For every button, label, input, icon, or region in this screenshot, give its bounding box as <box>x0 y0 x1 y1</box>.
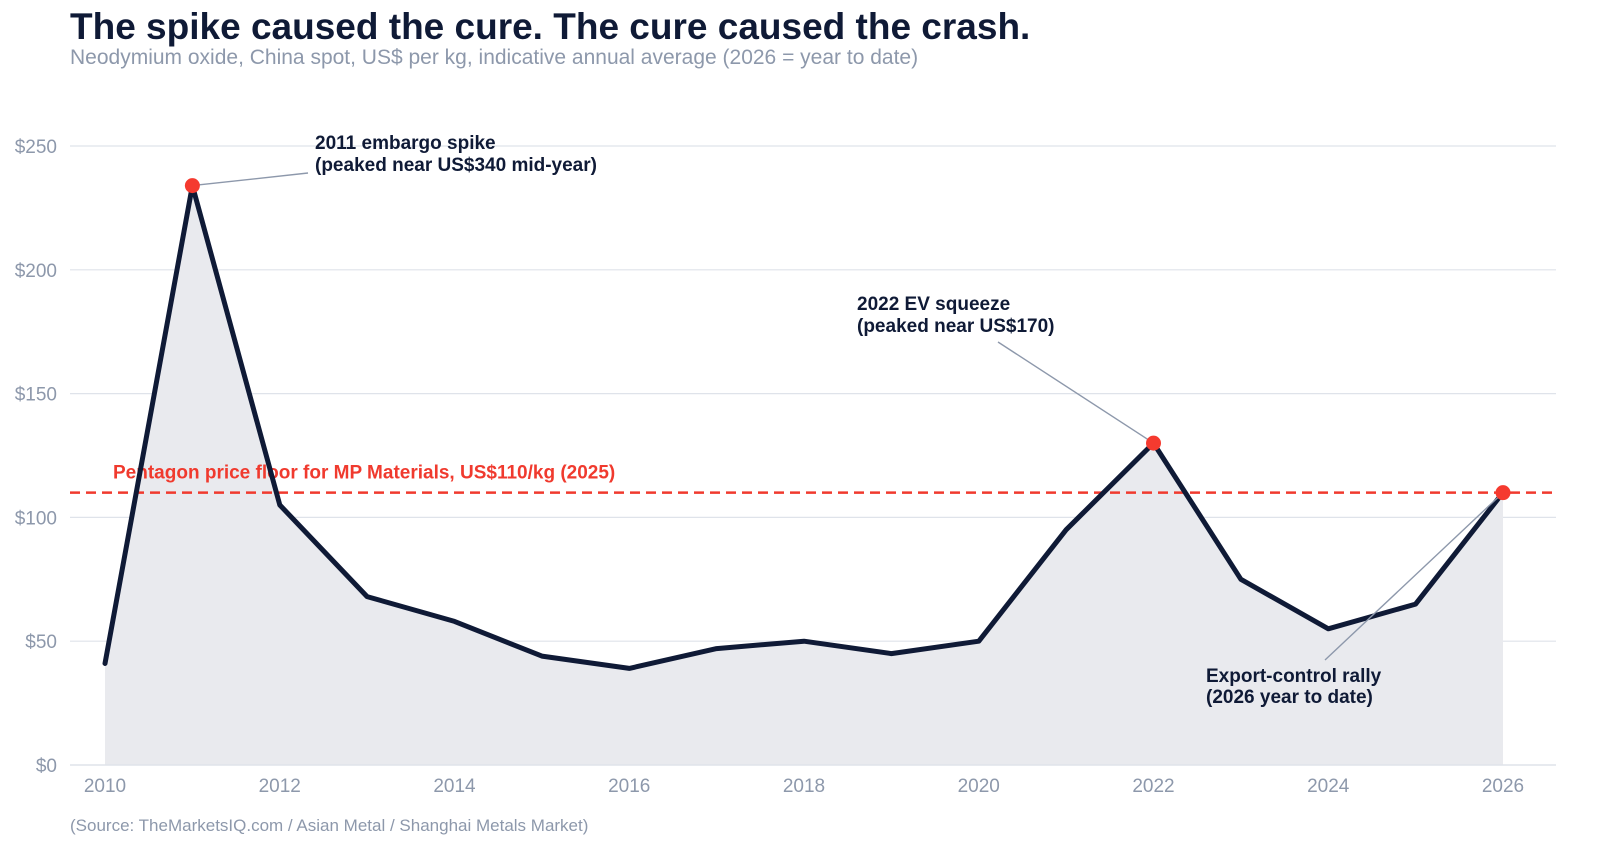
y-tick-label: $0 <box>36 756 57 777</box>
y-tick-label: $200 <box>15 261 57 282</box>
x-tick-label: 2012 <box>259 776 301 797</box>
x-tick-label: 2020 <box>958 776 1000 797</box>
annotation-leader-2026 <box>1324 492 1504 661</box>
x-tick-label: 2018 <box>783 776 825 797</box>
y-tick-label: $150 <box>15 385 57 406</box>
y-tick-label: $250 <box>15 137 57 158</box>
annotation-2022-line2: (peaked near US$170) <box>857 316 1055 337</box>
y-tick-label: $100 <box>15 508 57 529</box>
highlight-marker-2026 <box>1495 485 1511 501</box>
annotation-2026-line1: Export-control rally <box>1206 666 1382 687</box>
x-tick-label: 2010 <box>84 776 126 797</box>
x-tick-label: 2024 <box>1307 776 1350 797</box>
annotation-2011-line1: 2011 embargo spike <box>315 133 496 154</box>
x-tick-label: 2014 <box>433 776 476 797</box>
price-floor-label: Pentagon price floor for MP Materials, U… <box>113 463 615 484</box>
chart-subtitle: Neodymium oxide, China spot, US$ per kg,… <box>70 46 919 69</box>
price-area-fill <box>105 185 1503 766</box>
annotation-leaders <box>192 172 1504 661</box>
highlight-markers <box>184 178 1511 501</box>
annotation-leader-2011 <box>192 172 309 187</box>
source-note: (Source: TheMarketsIQ.com / Asian Metal … <box>70 816 589 835</box>
highlight-marker-2011 <box>184 178 200 194</box>
x-tick-label: 2026 <box>1482 776 1524 797</box>
annotation-2011-line2: (peaked near US$340 mid-year) <box>315 155 597 176</box>
annotation-2022-line1: 2022 EV squeeze <box>857 294 1010 315</box>
y-axis-ticks: $0 $50 $100 $150 $200 $250 <box>15 137 57 777</box>
price-line <box>102 183 1506 671</box>
annotation-2026-line2: (2026 year to date) <box>1206 687 1373 708</box>
annotation-leader-2022 <box>997 341 1154 444</box>
x-axis-ticks: 2010 2012 2014 2016 2018 2020 2022 2024 2026 <box>84 776 1524 797</box>
y-tick-label: $50 <box>25 632 57 653</box>
highlight-marker-2022 <box>1146 435 1161 451</box>
x-tick-label: 2016 <box>608 776 650 797</box>
chart-title: The spike caused the cure. The cure caus… <box>70 6 1031 47</box>
x-tick-label: 2022 <box>1132 776 1174 797</box>
